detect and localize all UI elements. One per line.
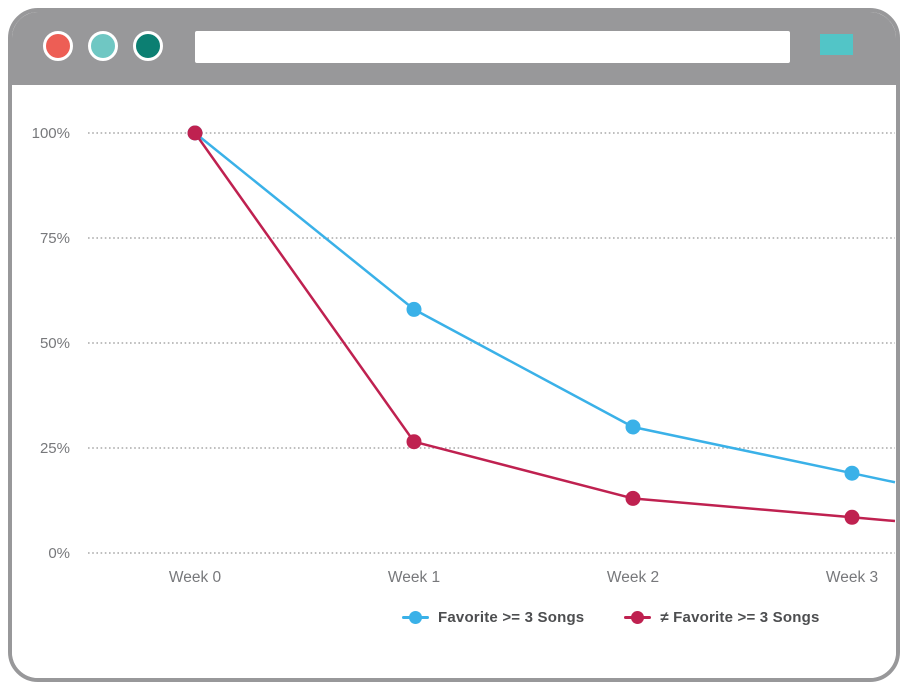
legend-marker-icon [624,611,652,624]
legend-label: Favorite >= 3 Songs [438,609,585,626]
data-point [844,509,860,525]
y-axis-tick-label: 25% [40,440,70,457]
legend-label: ≠ Favorite >= 3 Songs [660,609,820,626]
minimize-button[interactable] [88,31,118,61]
chart-svg: 100% 75% 50% 25% 0% Week 0 Week 1 Week 2 Week 3 [32,125,896,586]
series-line-0 [194,132,896,484]
page-content: 100% 75% 50% 25% 0% Week 0 Week 1 Week 2 Week 3 … [12,85,896,678]
legend-item: ≠ Favorite >= 3 Songs [624,609,819,626]
y-axis-tick-label: 100% [32,125,70,142]
browser-action-button[interactable] [820,34,853,55]
x-axis-tick-label: Week 1 [388,569,440,586]
y-axis-tick-label: 0% [48,545,70,562]
x-axis-tick-label: Week 2 [607,569,659,586]
data-point [406,434,422,450]
y-axis-tick-label: 50% [40,335,70,352]
retention-line-chart: 100% 75% 50% 25% 0% Week 0 Week 1 Week 2 Week 3 [12,85,896,600]
browser-titlebar [12,12,896,85]
series-line-1 [193,132,896,523]
browser-window: 100% 75% 50% 25% 0% Week 0 Week 1 Week 2 Week 3 … [8,8,900,682]
x-axis-tick-label: Week 3 [826,569,878,586]
address-bar-input[interactable] [195,31,790,63]
data-point [406,301,422,317]
x-axis-tick-label: Week 0 [169,569,222,586]
close-button[interactable] [43,31,73,61]
zoom-button[interactable] [133,31,163,61]
data-point [844,465,860,481]
y-axis-tick-label: 75% [40,230,70,247]
legend-item: Favorite >= 3 Songs [402,609,584,626]
data-point [625,419,641,435]
legend-marker-icon [402,611,429,624]
data-point [625,490,641,506]
chart-legend: Favorite >= 3 Songs ≠ Favorite >= 3 Songs [402,609,820,626]
data-point [187,125,203,141]
